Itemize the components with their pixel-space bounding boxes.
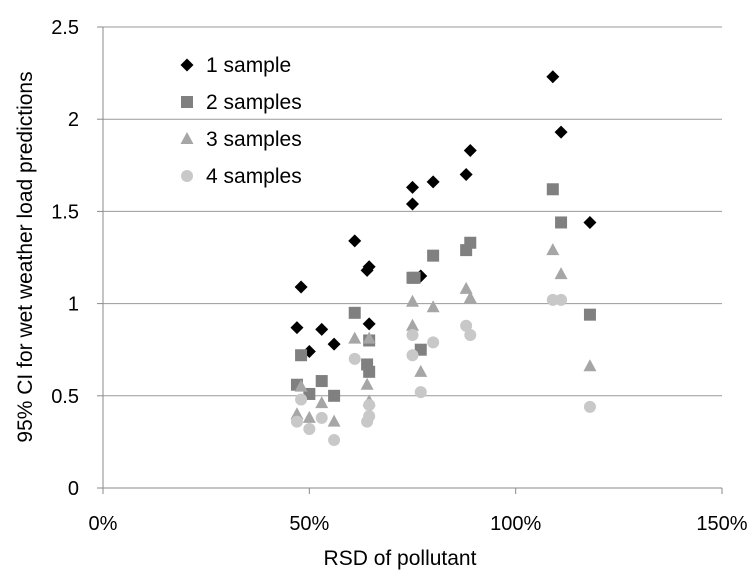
x-tick-label: 100% [490, 513, 541, 535]
data-point [464, 236, 477, 249]
data-point [583, 359, 597, 372]
data-point [348, 352, 361, 365]
series-3 [290, 243, 597, 427]
series-4 [290, 293, 596, 447]
data-point [360, 377, 374, 390]
legend-marker [181, 170, 193, 182]
y-tick-label: 0.5 [51, 386, 79, 408]
series-1 [290, 70, 597, 359]
data-point [362, 331, 376, 344]
data-point [406, 197, 419, 211]
data-point [348, 306, 361, 319]
x-tick-label: 0% [89, 513, 118, 535]
legend-label: 1 sample [206, 54, 291, 77]
data-point [295, 349, 308, 362]
data-point [363, 399, 376, 412]
data-point [546, 70, 560, 84]
data-point [328, 389, 341, 402]
data-point [327, 337, 341, 351]
data-point [463, 291, 477, 304]
data-point [348, 331, 362, 344]
data-point [290, 321, 304, 335]
tick-labels: 0 0.5 1 1.5 2 2.5 0% 50% 100% 150% [51, 17, 748, 535]
data-point [555, 216, 568, 229]
data-point [583, 308, 596, 321]
legend-item: 4 samples [181, 165, 302, 188]
data-point [554, 125, 568, 139]
x-axis-title: RSD of pollutant [324, 547, 477, 570]
data-point [408, 271, 421, 284]
data-point [315, 375, 328, 388]
data-point [546, 293, 559, 306]
y-axis-title: 95% CI for wet weather load predictions [14, 71, 37, 442]
data-point [315, 396, 329, 409]
data-point [302, 410, 316, 423]
legend-marker [180, 58, 194, 72]
data-point [294, 379, 308, 392]
data-point [303, 422, 316, 435]
data-point [460, 319, 473, 332]
data-point [427, 336, 440, 349]
data-points [290, 70, 597, 447]
y-tick-label: 2 [68, 109, 79, 131]
data-point [406, 328, 419, 341]
data-point [315, 322, 329, 336]
data-point [362, 260, 376, 274]
data-point [459, 281, 473, 294]
axes [97, 26, 723, 494]
data-point [554, 267, 568, 280]
data-point [583, 400, 596, 413]
data-point [295, 393, 308, 406]
data-point [328, 434, 341, 447]
data-point [327, 414, 341, 427]
data-point [363, 365, 376, 378]
data-point [426, 175, 440, 189]
data-point [546, 183, 559, 196]
data-point [406, 294, 419, 307]
x-tick-label: 150% [696, 513, 747, 535]
y-tick-label: 0 [68, 478, 79, 500]
legend-item: 3 samples [180, 128, 302, 151]
data-point [583, 215, 597, 229]
legend-item: 2 samples [181, 91, 302, 114]
legend-marker [181, 96, 193, 108]
legend-label: 4 samples [206, 165, 302, 188]
data-point [459, 168, 473, 182]
data-point [414, 386, 427, 399]
data-point [546, 243, 560, 256]
data-point [348, 234, 362, 248]
legend-marker [180, 132, 194, 144]
data-point [290, 415, 303, 428]
data-point [464, 328, 477, 341]
data-point [426, 300, 440, 313]
data-point [315, 411, 328, 424]
data-point [290, 407, 304, 420]
data-point [406, 318, 419, 331]
legend-label: 2 samples [206, 91, 302, 114]
data-point [406, 349, 419, 362]
data-point [427, 249, 440, 262]
data-point [414, 364, 428, 377]
legend-item: 1 sample [180, 54, 291, 77]
data-point [463, 144, 477, 158]
data-point [555, 293, 568, 306]
data-point [406, 180, 419, 194]
legend: 1 sample 2 samples 3 samples 4 samples [180, 54, 302, 188]
data-point [294, 280, 308, 294]
y-tick-label: 1.5 [51, 201, 79, 223]
y-tick-label: 1 [68, 294, 79, 316]
data-point [362, 317, 376, 331]
series-2 [290, 183, 596, 402]
y-tick-label: 2.5 [51, 17, 79, 39]
x-tick-label: 50% [289, 513, 329, 535]
gridlines [103, 26, 722, 397]
data-point [363, 410, 376, 423]
legend-label: 3 samples [206, 128, 302, 151]
